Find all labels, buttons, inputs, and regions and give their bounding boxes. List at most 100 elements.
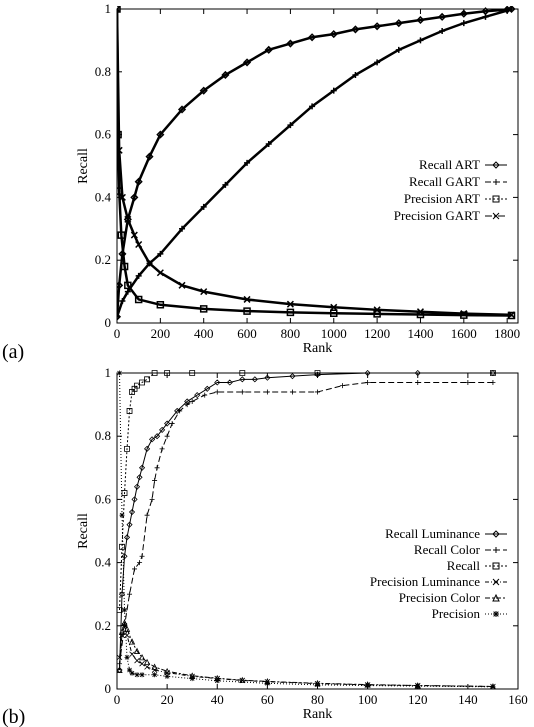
data-point [184, 402, 190, 408]
data-point [364, 370, 371, 377]
data-point [169, 421, 175, 427]
data-point [128, 638, 136, 645]
data-point [124, 215, 132, 223]
data-point [134, 657, 140, 664]
data-point [120, 262, 129, 271]
data-point [123, 625, 131, 632]
x-tick-label: 1200 [364, 326, 390, 341]
data-point [314, 371, 321, 378]
data-point [226, 379, 233, 386]
data-point [214, 678, 220, 684]
series-line [119, 381, 493, 664]
data-point [287, 122, 294, 129]
data-point [239, 376, 246, 383]
data-point [374, 59, 381, 66]
data-point [124, 445, 130, 452]
data-point [415, 379, 421, 385]
legend-entry-marker [492, 578, 500, 586]
data-point [117, 666, 123, 673]
y-tick-label: 0.4 [95, 189, 112, 204]
data-point [414, 370, 421, 377]
data-point [239, 676, 246, 684]
x-tick-label: 120 [408, 692, 428, 707]
data-point [117, 146, 123, 154]
data-point [365, 683, 371, 689]
x-tick-label: 800 [281, 326, 301, 341]
data-point [117, 370, 123, 376]
y-tick-label: 0.2 [95, 252, 111, 267]
data-point [129, 651, 135, 658]
x-axis-label: Rank [303, 341, 333, 356]
series-recall-art [117, 6, 516, 321]
data-point [174, 407, 181, 414]
x-tick-label: 1400 [407, 326, 433, 341]
series-line [117, 8, 512, 317]
data-point [157, 250, 164, 257]
data-point [135, 240, 143, 249]
data-point [156, 130, 165, 139]
data-point [164, 673, 170, 679]
legend-entry-label: Recall [447, 558, 481, 573]
x-tick-label: 160 [508, 692, 528, 707]
data-point [482, 13, 489, 20]
data-point [139, 660, 145, 667]
x-tick-label: 140 [458, 692, 478, 707]
legend-entry-marker [492, 161, 500, 169]
x-tick-label: 80 [311, 692, 324, 707]
y-axis-label: Recall [76, 513, 91, 549]
data-point [138, 464, 146, 471]
plot-frame [116, 8, 519, 324]
legend-entry-marker [492, 195, 500, 203]
data-point [124, 654, 130, 660]
data-point [239, 389, 245, 395]
x-tick-label: 400 [194, 326, 214, 341]
data-point [244, 159, 251, 166]
data-point [239, 370, 246, 376]
data-point [286, 308, 295, 317]
data-point [199, 305, 208, 313]
y-tick-label: 0.4 [95, 555, 112, 570]
data-point [151, 370, 158, 376]
data-point [145, 152, 154, 161]
data-point [119, 298, 126, 305]
data-point [119, 512, 125, 518]
data-point [508, 6, 515, 12]
data-point [149, 496, 155, 502]
data-point [289, 373, 296, 380]
x-tick-label: 60 [261, 692, 274, 707]
data-point [202, 392, 208, 398]
data-point [134, 672, 140, 678]
y-tick-label: 0 [105, 315, 112, 330]
legend-entry-marker [493, 611, 499, 617]
data-point [189, 398, 195, 404]
data-point [130, 193, 139, 202]
data-point [264, 680, 270, 686]
y-tick-label: 0.6 [95, 127, 112, 142]
data-point [286, 300, 294, 308]
data-point [145, 259, 154, 267]
data-point [118, 628, 126, 636]
y-tick-label: 0.8 [95, 64, 111, 79]
data-point [117, 313, 120, 320]
data-point [124, 288, 131, 295]
data-point [134, 177, 143, 186]
data-point [117, 281, 124, 290]
data-point [214, 389, 220, 395]
data-point [117, 231, 126, 239]
data-point [340, 383, 346, 389]
legend-entry-label: Precision [432, 606, 481, 621]
data-point [137, 560, 143, 566]
data-point [177, 105, 187, 114]
legend-entry-marker [492, 212, 500, 220]
data-point [154, 465, 160, 471]
data-point [199, 86, 208, 95]
data-point [352, 71, 359, 78]
data-point [130, 231, 138, 239]
data-point [490, 370, 496, 376]
data-point [129, 670, 135, 676]
data-point [200, 203, 207, 210]
data-point [189, 370, 196, 376]
x-tick-label: 100 [358, 692, 378, 707]
data-point [264, 45, 273, 54]
